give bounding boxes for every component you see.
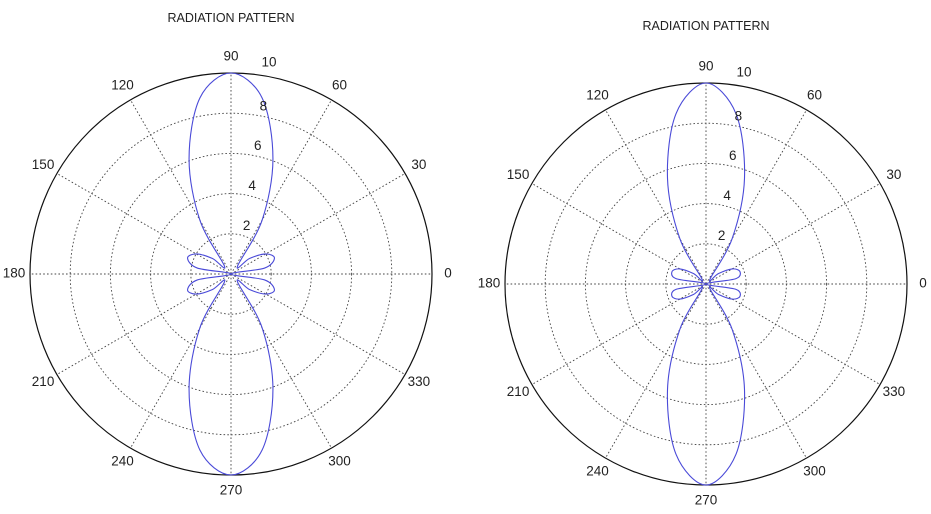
angular-grid-line [531,183,707,285]
angle-tick-label: 150 [507,167,530,182]
radial-grid-circle [665,243,747,325]
angle-tick-label: 180 [3,266,26,281]
angle-tick-label: 30 [886,167,901,182]
angular-grid-line [130,99,232,275]
angle-tick-label: 210 [32,374,55,389]
angle-tick-label: 60 [807,88,822,103]
radial-grid-circle [584,162,828,406]
chart-title: RADIATION PATTERN [167,11,294,25]
radiation-pattern-line [666,82,746,486]
angle-tick-label: 60 [332,78,347,93]
angular-grid-line [605,283,707,459]
radial-tick-label: 6 [729,148,737,163]
angular-grid-line [705,109,807,285]
chart-title: RADIATION PATTERN [642,19,769,33]
angular-grid-line [230,273,332,449]
angle-tick-label: 210 [507,384,530,399]
radial-tick-label: 4 [723,188,731,203]
angular-grid-line [56,173,232,275]
radial-tick-label: 8 [260,98,268,113]
radial-grid-circle [190,233,272,315]
radiation-pattern-line [187,72,275,476]
angular-grid-line [130,273,232,449]
angle-tick-label: 270 [695,493,718,508]
radial-tick-label: 2 [243,218,251,233]
angular-grid-line [531,283,707,385]
angle-tick-label: 150 [32,157,55,172]
angle-tick-label: 30 [411,157,426,172]
radial-grid-circle [150,193,312,355]
angle-tick-label: 90 [698,59,713,74]
radial-grid-circle [69,112,393,436]
angle-tick-label: 240 [111,453,134,468]
angular-grid-line [705,183,881,285]
angle-tick-label: 180 [478,276,501,291]
polar-chart-left: RADIATION PATTERN 0306090120150180210240… [3,11,452,498]
radial-tick-label: 10 [736,65,751,80]
radial-tick-label: 2 [718,228,726,243]
angle-tick-label: 300 [328,453,351,468]
angle-tick-label: 330 [883,384,906,399]
radial-tick-label: 10 [261,55,276,70]
angular-grid-line [705,283,807,459]
angle-tick-label: 0 [919,276,927,291]
angular-grid-line [705,283,881,385]
angle-tick-label: 240 [586,463,609,478]
angle-tick-label: 270 [220,483,243,498]
radial-grid-circle [544,122,868,446]
radial-tick-label: 4 [248,178,256,193]
radial-grid-circle [109,152,353,396]
angular-grid-line [605,109,707,285]
angle-tick-label: 120 [586,88,609,103]
radial-grid-circle [625,203,787,365]
angle-tick-label: 300 [803,463,826,478]
radial-tick-label: 8 [735,108,743,123]
angle-tick-label: 330 [408,374,431,389]
angular-grid-line [230,99,332,275]
polar-chart-right: RADIATION PATTERN 0306090120150180210240… [478,19,927,508]
angle-tick-label: 0 [444,266,452,281]
radial-tick-label: 6 [254,138,262,153]
angular-grid-line [230,173,406,275]
angle-tick-label: 90 [223,49,238,64]
angle-tick-label: 120 [111,78,134,93]
angular-grid-line [230,273,406,375]
angular-grid-line [56,273,232,375]
